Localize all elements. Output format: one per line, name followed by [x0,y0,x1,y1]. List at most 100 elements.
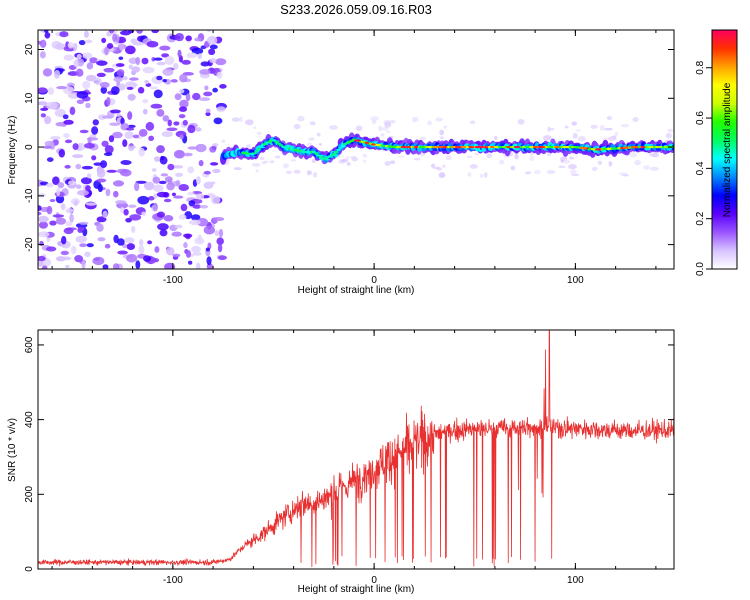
noise-blob [206,256,212,266]
noise-blob [65,208,74,214]
noise-blob [467,171,472,177]
noise-blob [112,263,120,269]
noise-blob [217,255,228,261]
noise-blob [141,211,147,216]
noise-blob [38,255,46,262]
noise-blob [73,59,79,68]
noise-blob [380,133,385,137]
noise-blob [127,93,136,101]
noise-blob [203,170,211,175]
noise-blob [189,219,201,226]
track-peak [370,143,376,146]
snr-y-tick-label: 600 [24,336,35,353]
figure-title: S233.2026.059.09.16.R03 [280,2,432,17]
noise-blob [216,237,224,246]
noise-blob [167,119,172,127]
snr-x-label: Height of straight line (km) [298,584,415,595]
noise-blob [105,188,111,197]
noise-blob [203,181,214,190]
noise-blob [77,226,85,232]
noise-blob [285,170,293,175]
colorbar: 0.0 0.2 0.4 0.6 0.8 Normalized spectral ampl… [695,29,738,276]
noise-blob [355,125,363,132]
noise-blob [186,52,198,59]
noise-blob [599,124,605,131]
noise-blob [178,88,185,94]
snr-y-ticks: 0 200 400 600 [24,336,674,572]
noise-blob [99,81,110,88]
noise-blob [74,254,84,263]
noise-blob [82,80,91,90]
noise-blob [96,216,107,223]
noise-blob [159,45,171,51]
noise-blob [435,117,443,122]
noise-blob [147,240,153,245]
noise-blob [564,125,569,129]
track-peak [630,146,637,149]
noise-blob [42,68,53,77]
noise-blob [124,237,135,244]
noise-blob [84,39,93,44]
noise-blob [362,159,367,163]
noise-blob [103,67,115,73]
noise-blob [547,152,552,157]
noise-blob [415,116,419,122]
noise-blob [293,123,301,130]
noise-blob [206,35,218,45]
noise-blob [385,130,391,134]
colorbar-gradient [712,30,737,269]
noise-blob [163,198,172,203]
noise-blob [162,78,167,83]
noise-blob [384,122,392,128]
noise-blob [181,59,191,65]
noise-blob [40,107,49,111]
noise-blob [480,173,484,179]
noise-blob [138,128,148,137]
noise-blob [345,156,350,160]
noise-blob [45,182,54,188]
spectrogram-y-tick-label: -20 [24,237,35,252]
noise-blob [297,115,305,122]
noise-blob [308,137,315,142]
noise-blob [153,193,158,199]
noise-blob [203,91,213,97]
noise-blob [142,66,155,74]
spectrogram-y-tick-label: 20 [24,44,35,56]
noise-blob [164,176,173,183]
noise-blob [101,37,107,44]
noise-blob [443,125,447,129]
noise-blob [56,85,68,90]
noise-blob [571,121,578,126]
noise-blob [200,61,210,67]
noise-blob [117,238,125,246]
noise-blob [69,106,76,116]
noise-blob [427,120,433,126]
snr-frame [37,329,675,570]
noise-blob [49,198,56,203]
noise-blob [53,69,61,79]
noise-blob [54,108,66,118]
noise-blob [150,103,163,109]
noise-blob [97,183,103,193]
noise-blob [153,89,163,99]
noise-blob [182,119,188,126]
noise-blob [127,124,136,128]
noise-blob [244,119,254,126]
noise-blob [84,30,89,38]
noise-blob [137,86,145,94]
noise-blob [93,162,102,166]
noise-blob [56,187,61,197]
noise-blob [123,208,129,216]
noise-blob [183,233,193,238]
noise-blob [197,53,203,59]
noise-blob [187,166,195,174]
noise-blob [64,264,70,269]
noise-blob [194,37,202,42]
noise-blob [212,87,218,93]
noise-blob [195,143,207,153]
noise-blob [397,155,406,158]
noise-blob [115,63,125,67]
track-peak [400,145,408,149]
noise-blob [329,124,338,130]
track-peak [413,145,419,149]
